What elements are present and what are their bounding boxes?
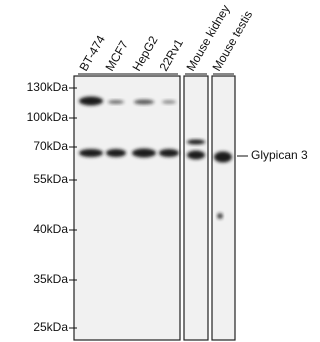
band — [79, 149, 103, 157]
marker-label: 100kDa — [27, 110, 69, 124]
blot-panel — [74, 76, 180, 340]
band — [187, 151, 205, 160]
band — [79, 97, 103, 106]
target-label: Glypican 3 — [251, 148, 308, 162]
marker-label: 25kDa — [33, 320, 68, 334]
band — [217, 213, 223, 219]
marker-label: 35kDa — [33, 272, 68, 286]
band — [162, 100, 176, 104]
band — [108, 100, 124, 104]
marker-label: 40kDa — [33, 222, 68, 236]
band — [134, 100, 154, 105]
marker-label: 70kDa — [33, 139, 68, 153]
lane-label: HepG2 — [129, 33, 160, 73]
band — [106, 149, 126, 157]
marker-label: 55kDa — [33, 172, 68, 186]
lane-label: MCF7 — [102, 38, 131, 74]
lane-label: 22Rv1 — [156, 36, 186, 73]
band — [132, 149, 156, 158]
western-blot: 130kDa 100kDa 70kDa 55kDa 40kDa 35kDa 25… — [0, 0, 318, 342]
marker-label: 130kDa — [27, 80, 69, 94]
band — [187, 140, 205, 145]
band — [159, 149, 179, 157]
blot-panel — [212, 76, 235, 340]
blot-panel — [184, 76, 208, 340]
band — [214, 152, 232, 163]
